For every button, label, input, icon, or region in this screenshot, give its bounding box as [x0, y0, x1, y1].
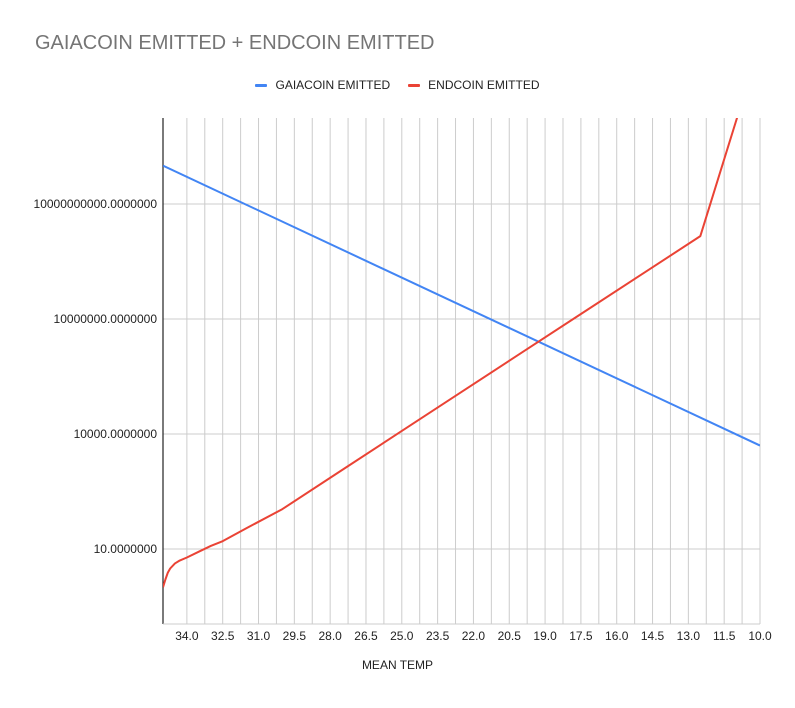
legend-item-gaiacoin[interactable]: GAIACOIN EMITTED — [255, 78, 390, 92]
x-tick-label: 13.0 — [677, 629, 701, 643]
x-axis-title: MEAN TEMP — [361, 658, 434, 672]
x-tick-label: 17.5 — [569, 629, 593, 643]
x-tick-label: 10.0 — [748, 629, 772, 643]
legend-swatch-endcoin — [408, 83, 421, 87]
x-tick-label: 34.0 — [175, 629, 199, 643]
x-tick-label: 32.5 — [211, 629, 235, 643]
x-tick-label: 20.5 — [498, 629, 522, 643]
y-tick-label: 10000.0000000 — [74, 427, 158, 441]
x-tick-label: 26.5 — [354, 629, 378, 643]
x-tick-label: 23.5 — [426, 629, 450, 643]
y-tick-label: 10000000000.0000000 — [34, 197, 158, 211]
x-tick-label: 19.0 — [533, 629, 557, 643]
x-tick-label: 16.0 — [605, 629, 629, 643]
legend-label-gaiacoin: GAIACOIN EMITTED — [275, 78, 391, 92]
x-tick-label: 25.0 — [390, 629, 414, 643]
y-tick-label: 10.0000000 — [94, 542, 158, 556]
chart-title: GAIACOIN EMITTED + ENDCOIN EMITTED — [35, 32, 435, 54]
legend: GAIACOIN EMITTED ENDCOIN EMITTED — [0, 76, 795, 94]
x-tick-label: 29.5 — [283, 629, 307, 643]
y-tick-label: 10000000.0000000 — [54, 312, 158, 326]
x-tick-label: 22.0 — [462, 629, 486, 643]
legend-item-endcoin[interactable]: ENDCOIN EMITTED — [408, 78, 540, 92]
x-tick-label: 11.5 — [713, 629, 736, 643]
series-line-endcoin — [163, 118, 739, 588]
x-tick-label: 28.0 — [318, 629, 342, 643]
series-line-gaiacoin — [163, 164, 760, 447]
x-tick-label: 14.5 — [641, 629, 665, 643]
legend-swatch-gaiacoin — [255, 83, 268, 87]
legend-label-endcoin: ENDCOIN EMITTED — [428, 78, 540, 92]
x-tick-label: 31.0 — [247, 629, 271, 643]
